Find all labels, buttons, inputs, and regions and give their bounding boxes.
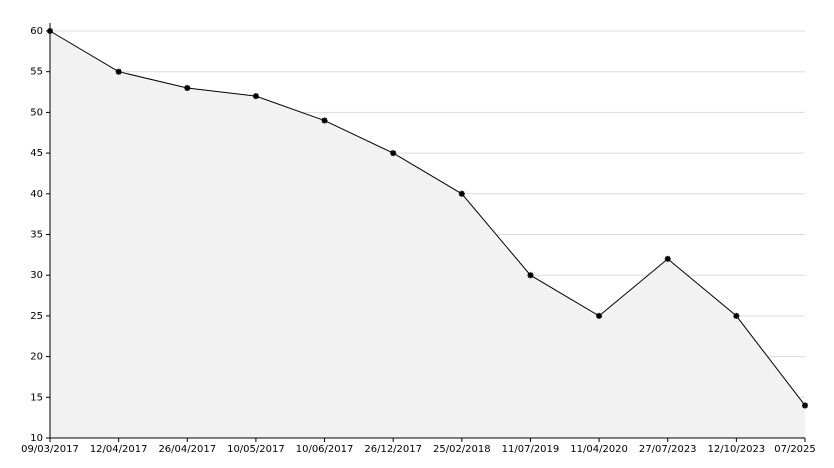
x-tick-label: 10/06/2017 [296,444,354,455]
y-tick-label: 25 [30,311,43,322]
x-tick-label: 11/07/2019 [502,444,560,455]
marker [664,255,671,262]
y-tick-label: 50 [30,107,43,118]
line [49,30,806,406]
marker [115,68,122,75]
marker [596,312,603,319]
y-tick-label: 45 [30,148,43,159]
x-tick-label: 11/04/2020 [570,444,628,455]
y-tick-label: 10 [30,433,43,444]
y-tick-label: 15 [30,392,43,403]
x-tick-label: 12/10/2023 [708,444,766,455]
x-tick-label: 25/02/2018 [433,444,491,455]
x-tick-label: 26/12/2017 [364,444,422,455]
marker [184,84,191,91]
y-tick-label: 30 [30,270,43,281]
x-tick-label: 27/07/2023 [639,444,697,455]
y-tick-label: 60 [30,26,43,37]
x-tick-label: 10/05/2017 [227,444,285,455]
marker [527,272,534,279]
x-tick-label: 07/2025 [774,444,816,455]
y-tick-label: 35 [30,230,43,241]
marker [321,117,328,124]
marker [802,402,808,409]
x-tick-label: 12/04/2017 [90,444,148,455]
marker [390,150,397,157]
marker [733,312,740,319]
marker [252,93,259,100]
y-tick-label: 55 [30,67,43,78]
x-tick-label: 09/03/2017 [21,444,79,455]
y-tick-label: 20 [30,352,43,363]
marker [458,190,465,197]
area-fill [50,31,805,438]
x-tick-label: 26/04/2017 [158,444,216,455]
y-tick-label: 40 [30,189,43,200]
